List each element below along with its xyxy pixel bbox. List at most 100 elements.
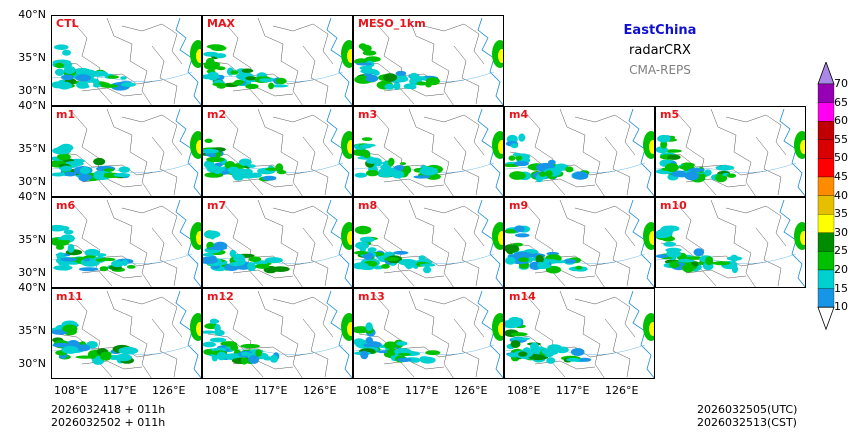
ensemble-panel: m14 [504,288,655,379]
reflectivity-colorbar [817,62,835,331]
radar-echo [366,158,379,164]
province-border [423,205,485,247]
radar-echo [240,357,248,365]
map-canvas [52,17,201,105]
radar-echo [409,72,419,81]
province-border [453,227,480,287]
province-border [302,318,329,378]
radar-echo [83,258,91,262]
radar-echo [196,140,201,154]
map-canvas [656,108,805,196]
lon-tick-label: 117°E [254,384,288,397]
radar-echo [203,148,219,154]
province-border [272,114,334,156]
radar-echo [505,229,517,234]
radar-echo [120,76,127,80]
province-border [222,20,264,105]
province-border [373,111,415,196]
radar-echo [704,169,712,176]
radar-echo [541,348,559,356]
province-border [81,269,143,279]
radar-echo [229,262,243,267]
province-border [675,111,717,196]
province-border [725,114,787,156]
radar-echo [656,254,668,259]
radar-echo [203,341,216,348]
radar-echo [203,349,214,355]
radar-echo [498,49,503,63]
province-border [524,293,566,378]
ensemble-panel: m12 [202,288,353,379]
panel-label: MESO_1km [358,17,426,30]
province-border [121,114,183,156]
radar-echo [553,260,566,264]
radar-echo [518,351,528,357]
radar-echo [54,62,65,69]
province-border [408,17,454,105]
province-border [121,205,183,247]
colorbar-segment [817,288,835,308]
radar-echo [212,82,226,87]
radar-echo [249,172,262,178]
radar-echo [661,167,679,172]
ensemble-panel: m4 [504,106,655,197]
radar-echo [59,143,74,152]
province-border [71,20,113,105]
radar-echo [384,83,395,90]
province-border [232,178,294,188]
lat-tick-label: 30°N [18,266,46,280]
province-border [524,202,566,287]
radar-echo [513,251,532,259]
radar-echo [362,252,374,260]
province-border [71,293,113,378]
radar-echo [100,351,112,356]
radar-echo [52,172,66,177]
province-border [56,333,163,358]
radar-echo [356,62,373,66]
product-title: radarCRX [629,43,691,58]
panel-label: m9 [509,199,529,212]
radar-echo [546,357,556,364]
system-title: CMA-REPS [629,63,691,77]
radar-echo [55,244,65,250]
radar-echo [393,250,409,255]
radar-echo [360,236,375,243]
radar-echo [121,82,136,87]
radar-echo [347,49,352,63]
map-canvas [354,290,503,378]
colorbar-level-label: 25 [834,244,848,258]
radar-echo [518,133,526,142]
province-border [272,23,334,65]
province-border [151,318,178,378]
province-border [710,108,756,196]
radar-echo [397,357,412,362]
colorbar-segment [817,102,835,122]
map-canvas [354,199,503,287]
radar-echo [216,66,226,71]
lon-tick-label: 126°E [303,384,337,397]
radar-echo [57,236,76,241]
radar-echo [99,266,109,272]
radar-echo [667,154,681,160]
radar-echo [409,357,421,363]
province-border [574,205,636,247]
colorbar-level-label: 50 [834,151,848,165]
radar-echo [262,175,277,181]
lat-tick-label: 40°N [18,8,46,21]
radar-echo [566,357,581,362]
province-border [232,269,294,279]
province-border [222,111,264,196]
radar-echo [78,173,91,182]
map-canvas [354,17,503,105]
radar-echo [240,343,260,349]
province-border [453,45,480,105]
radar-echo [380,164,391,171]
province-border [373,20,415,105]
radar-echo [413,175,431,179]
radar-echo [118,346,139,355]
radar-echo [666,249,677,256]
radar-echo [555,346,569,354]
radar-echo [60,257,78,262]
radar-echo [657,134,671,143]
radar-echo [99,257,116,262]
